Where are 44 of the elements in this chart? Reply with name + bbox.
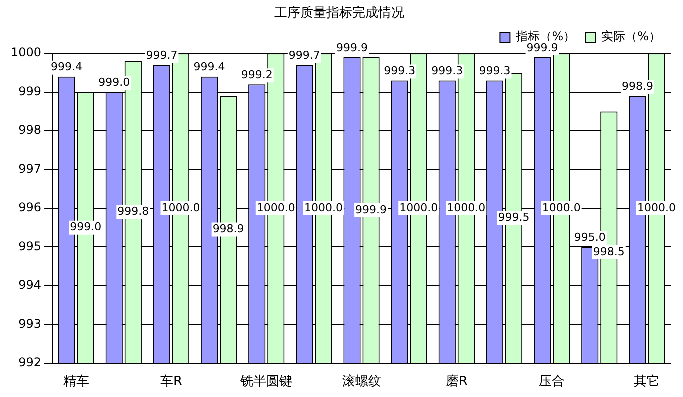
- data-label: 1000.0: [637, 201, 676, 214]
- data-label: 999.7: [288, 49, 320, 62]
- data-label: 999.0: [98, 76, 130, 90]
- data-label: 1000.0: [256, 201, 296, 214]
- data-label: 999.8: [118, 205, 150, 218]
- x-tick-label: 精车: [63, 374, 90, 390]
- y-tick-label: 997: [18, 162, 42, 176]
- data-label: 999.4: [51, 60, 83, 74]
- data-label: 999.7: [146, 49, 178, 62]
- data-label: 1000.0: [162, 201, 200, 214]
- y-tick-label: 993: [18, 316, 42, 331]
- data-label: 999.5: [498, 211, 530, 224]
- y-tick-label: 995: [18, 239, 42, 254]
- data-label: 999.0: [70, 220, 102, 234]
- data-label: 995.0: [574, 231, 606, 244]
- data-label: 999.9: [336, 41, 368, 54]
- y-tick-label: 996: [18, 200, 42, 215]
- data-label: 998.5: [593, 245, 625, 258]
- y-tick-label: 1000: [10, 46, 42, 60]
- data-label: 1000.0: [542, 201, 581, 214]
- data-label: 999.2: [241, 68, 273, 82]
- x-tick-label: 铣半圆键: [240, 374, 293, 390]
- x-tick-label: 压合: [539, 374, 566, 390]
- data-label: 999.3: [384, 64, 416, 78]
- x-tick-label: 滚螺纹: [342, 374, 382, 390]
- data-label: 1000.0: [400, 201, 438, 214]
- y-tick-label: 992: [18, 356, 42, 370]
- y-tick-label: 994: [18, 278, 42, 292]
- x-tick-label: 其它: [634, 374, 660, 390]
- data-label: 999.9: [356, 203, 388, 216]
- data-label: 1000.0: [304, 201, 343, 214]
- y-tick-label: 999: [18, 84, 42, 98]
- data-label: 998.9: [212, 222, 244, 236]
- x-tick-label: 车R: [160, 374, 182, 390]
- data-label: 999.3: [479, 64, 511, 78]
- chart-title: 工序质量指标完成情况: [274, 5, 404, 22]
- data-label: 999.4: [194, 60, 226, 74]
- legend-label: 实际（%）: [602, 30, 662, 44]
- data-label: 1000.0: [447, 201, 486, 214]
- data-label: 999.3: [432, 64, 464, 78]
- x-tick-label: 磨R: [446, 374, 468, 390]
- data-label: 998.9: [622, 80, 654, 94]
- data-label: 999.9: [526, 41, 558, 54]
- y-tick-label: 998: [18, 123, 42, 138]
